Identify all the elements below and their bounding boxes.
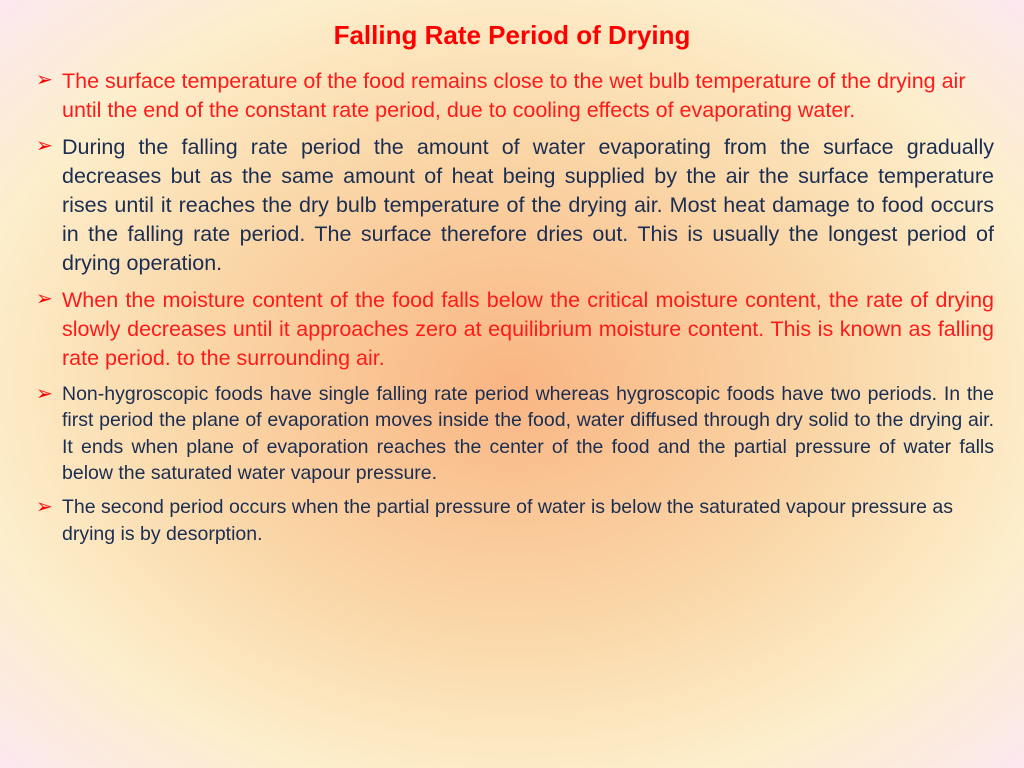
bullet-text: When the moisture content of the food fa… [62,286,994,373]
bullet-text: Non-hygroscopic foods have single fallin… [62,381,994,486]
list-item: The surface temperature of the food rema… [30,67,994,125]
bullet-text: During the falling rate period the amoun… [62,133,994,278]
bullet-text: The surface temperature of the food rema… [62,67,994,125]
list-item: Non-hygroscopic foods have single fallin… [30,381,994,486]
list-item: The second period occurs when the partia… [30,494,994,547]
list-item: During the falling rate period the amoun… [30,133,994,278]
page-title: Falling Rate Period of Drying [30,20,994,51]
bullet-list: The surface temperature of the food rema… [30,67,994,547]
bullet-text: The second period occurs when the partia… [62,494,994,547]
list-item: When the moisture content of the food fa… [30,286,994,373]
